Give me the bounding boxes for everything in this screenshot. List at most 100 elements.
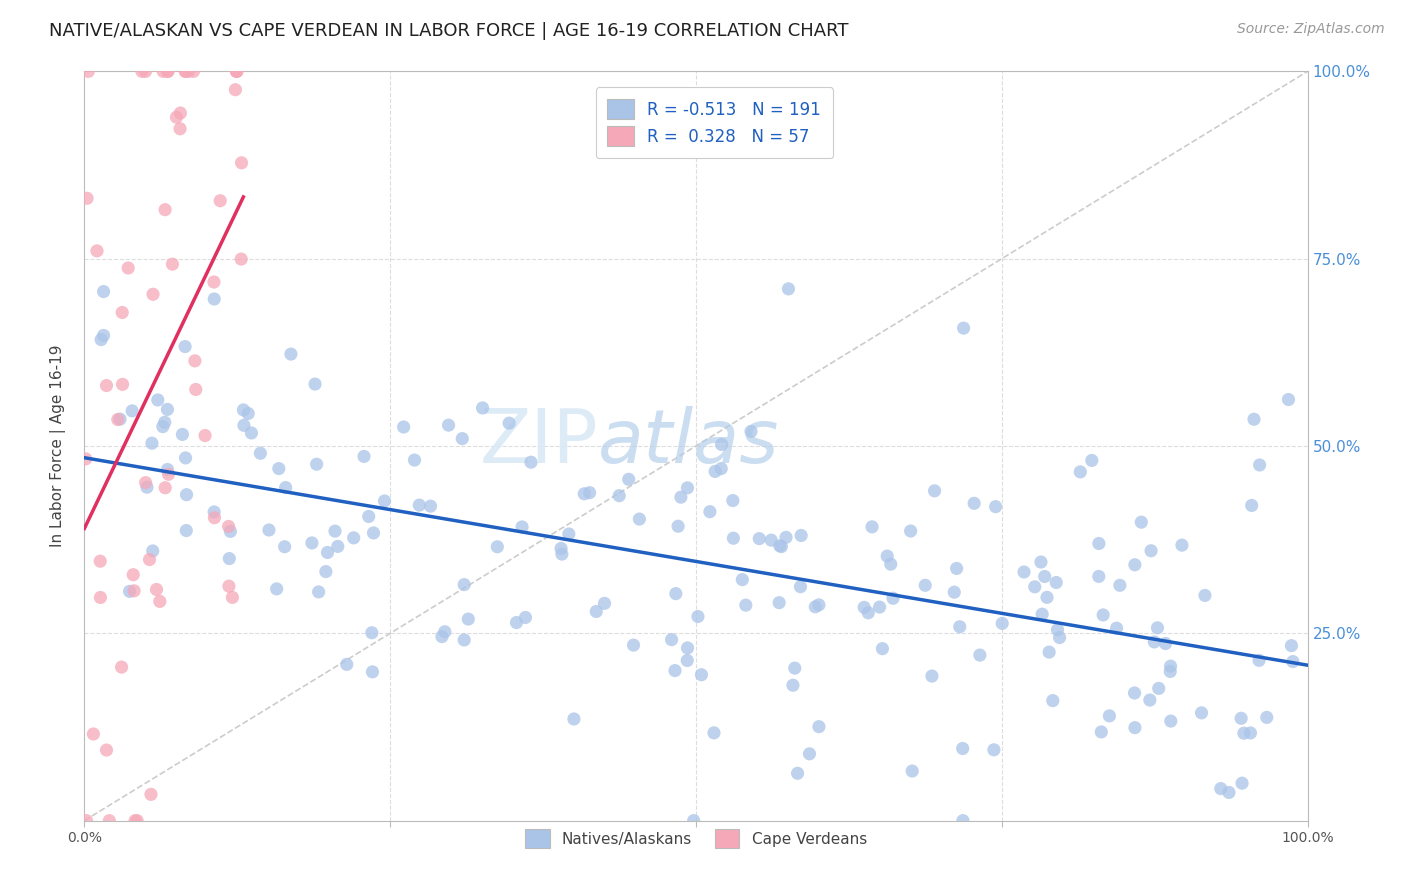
Point [169,106,191,120]
Point [146,392,169,407]
Point [232,418,254,433]
Point [75,451,97,466]
Point [666,519,689,533]
Point [768,596,790,610]
Point [430,630,453,644]
Point [221,591,243,605]
Point [1209,781,1232,796]
Point [1160,659,1182,673]
Point [121,404,143,418]
Point [457,612,479,626]
Point [775,530,797,544]
Point [392,420,415,434]
Point [789,580,811,594]
Point [676,653,699,667]
Point [266,582,288,596]
Point [807,598,830,612]
Point [682,814,704,828]
Point [1140,543,1163,558]
Point [945,561,967,575]
Point [122,567,145,582]
Point [218,551,240,566]
Point [225,64,247,78]
Y-axis label: In Labor Force | Age 16-19: In Labor Force | Age 16-19 [49,344,66,548]
Point [124,814,146,828]
Point [699,505,721,519]
Point [273,540,295,554]
Point [172,427,194,442]
Point [486,540,509,554]
Point [914,578,936,592]
Point [111,305,134,319]
Point [274,481,297,495]
Point [305,457,328,471]
Point [723,531,745,545]
Point [1218,785,1240,799]
Point [1049,631,1071,645]
Text: NATIVE/ALASKAN VS CAPE VERDEAN IN LABOR FORCE | AGE 16-19 CORRELATION CHART: NATIVE/ALASKAN VS CAPE VERDEAN IN LABOR … [49,22,849,40]
Point [900,524,922,538]
Point [453,632,475,647]
Point [136,480,159,494]
Point [676,640,699,655]
Point [225,64,247,78]
Point [111,377,134,392]
Point [209,194,232,208]
Point [373,494,395,508]
Point [202,292,225,306]
Point [117,260,139,275]
Point [145,582,167,597]
Point [357,509,380,524]
Point [177,64,200,78]
Point [98,814,121,828]
Point [1249,458,1271,472]
Point [949,620,972,634]
Point [769,539,792,553]
Point [118,584,141,599]
Point [1029,555,1052,569]
Point [240,425,263,440]
Point [860,520,883,534]
Point [1143,635,1166,649]
Point [249,446,271,460]
Point [1256,710,1278,724]
Point [204,510,226,524]
Point [301,536,323,550]
Point [86,244,108,258]
Point [1081,453,1104,467]
Point [952,814,974,828]
Point [76,814,98,828]
Point [505,615,527,630]
Point [1194,589,1216,603]
Point [156,402,179,417]
Point [664,664,686,678]
Point [550,541,572,556]
Point [353,450,375,464]
Point [1159,665,1181,679]
Point [704,465,727,479]
Point [921,669,943,683]
Point [1171,538,1194,552]
Point [515,610,537,624]
Point [1123,721,1146,735]
Point [1243,412,1265,426]
Point [183,64,205,78]
Point [224,83,246,97]
Point [770,540,793,554]
Point [880,557,903,571]
Point [1123,558,1146,572]
Point [93,328,115,343]
Point [174,64,197,78]
Point [669,490,692,504]
Point [96,743,118,757]
Point [661,632,683,647]
Point [943,585,966,599]
Point [690,667,713,681]
Point [194,428,217,442]
Point [924,483,946,498]
Point [1045,575,1067,590]
Point [343,531,366,545]
Point [361,665,384,679]
Point [184,383,207,397]
Point [142,544,165,558]
